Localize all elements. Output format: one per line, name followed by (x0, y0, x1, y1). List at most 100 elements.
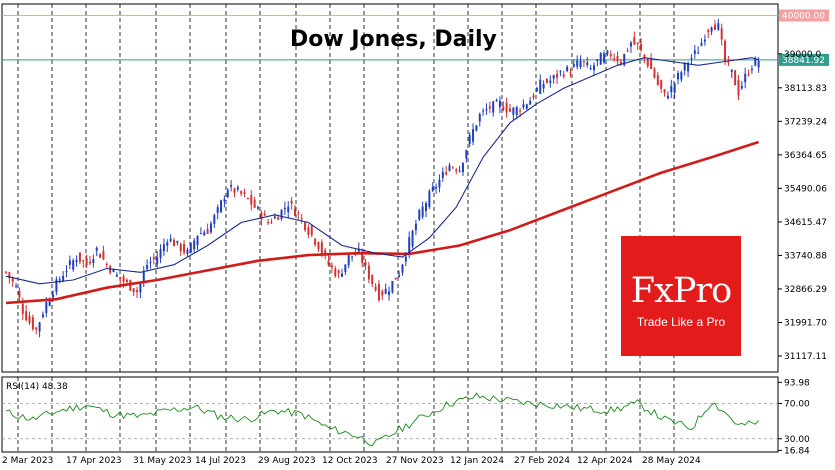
candle-body (317, 242, 320, 250)
candle-body (482, 110, 485, 112)
candle-body (223, 199, 226, 202)
candle-body (337, 270, 340, 274)
price-ytick-label: 31117.11 (784, 352, 827, 362)
candle-body (209, 223, 212, 233)
candle-body (519, 110, 522, 112)
candle-body (280, 209, 283, 219)
candle-body (112, 269, 115, 273)
candle-body (750, 68, 753, 71)
candle-body (361, 254, 364, 263)
candle-body (8, 272, 11, 279)
candle-body (391, 281, 394, 293)
candle-body (176, 240, 179, 243)
rsi-panel (2, 392, 778, 447)
candle-body (633, 37, 636, 45)
candle-body (408, 237, 411, 254)
candle-body (136, 290, 139, 293)
candle-body (545, 79, 548, 83)
x-tick-label: 2 Mar 2023 (2, 456, 53, 466)
candle-body (492, 101, 495, 113)
candle-body (643, 54, 646, 58)
ma-50-line (5, 57, 759, 285)
candle-body (347, 254, 350, 266)
candle-body (250, 195, 253, 205)
candle-body (78, 252, 81, 262)
candle-body (109, 266, 112, 273)
candle-body (82, 260, 85, 262)
candle-body (656, 75, 659, 85)
candle-body (673, 83, 676, 93)
candle-body (663, 89, 666, 93)
candle-body (603, 53, 606, 63)
candle-body (367, 265, 370, 280)
candle-body (572, 63, 575, 67)
grid-layer (1, 3, 779, 453)
candle-body (552, 75, 555, 79)
candle-body (542, 84, 545, 89)
candle-body (11, 278, 14, 282)
candle-body (724, 40, 727, 62)
candle-body (539, 79, 542, 94)
candle-body (690, 57, 693, 59)
candle-body (569, 72, 572, 74)
candle-body (267, 222, 270, 224)
candle-body (220, 200, 223, 212)
ma-200-line (5, 140, 760, 305)
candle-body (586, 62, 589, 66)
candle-body (509, 108, 511, 112)
candle-body (734, 70, 737, 86)
candle-body (152, 257, 155, 260)
candle-body (290, 200, 293, 204)
candle-body (310, 225, 313, 235)
candle-body (455, 169, 458, 172)
candle-body (283, 207, 286, 210)
candle-body (287, 206, 290, 213)
candle-body (199, 233, 202, 235)
candle-body (75, 259, 78, 262)
candle-body (213, 215, 216, 224)
candle-body (384, 288, 387, 294)
candle-body (193, 240, 196, 250)
rsi-ytick-label: 16.84 (784, 446, 810, 456)
candle-body (404, 256, 407, 262)
candle-body (428, 191, 431, 208)
candle-body (58, 279, 61, 281)
candle-body (498, 100, 501, 108)
candle-body (357, 248, 360, 252)
candle-body (203, 232, 206, 236)
price-ytick-label: 39000.0 (784, 50, 821, 60)
candle-body (85, 258, 88, 266)
candle-body (41, 314, 44, 318)
candle-body (660, 80, 663, 89)
candle-body (727, 62, 730, 64)
rsi-label: RSI(14) 48.38 (6, 382, 68, 392)
candle-body (754, 58, 757, 66)
candle-body (156, 257, 159, 264)
x-tick-label: 12 Apr 2024 (577, 456, 633, 466)
price-ytick-label: 38113.83 (784, 84, 827, 94)
candle-body (525, 104, 528, 109)
candle-body (257, 207, 259, 209)
candle-body (179, 243, 182, 252)
candle-body (461, 162, 464, 173)
candle-body (502, 106, 505, 111)
rsi-ytick-label: 93.98 (784, 378, 810, 388)
candle-body (532, 95, 535, 98)
candle-body (465, 150, 468, 159)
x-tick-label: 17 Apr 2023 (66, 456, 122, 466)
candle-body (619, 61, 622, 65)
candle-body (670, 85, 673, 93)
candle-body (458, 170, 461, 172)
candle-body (394, 277, 397, 280)
candle-body (314, 238, 317, 245)
candle-body (421, 206, 424, 217)
candle-body (388, 291, 391, 296)
candle-body (68, 260, 71, 265)
candle-body (640, 43, 643, 51)
candle-body (52, 294, 55, 298)
candle-body (730, 69, 733, 72)
candle-body (5, 271, 7, 273)
candle-body (125, 279, 128, 282)
candle-body (48, 300, 51, 306)
candle-body (216, 207, 219, 213)
